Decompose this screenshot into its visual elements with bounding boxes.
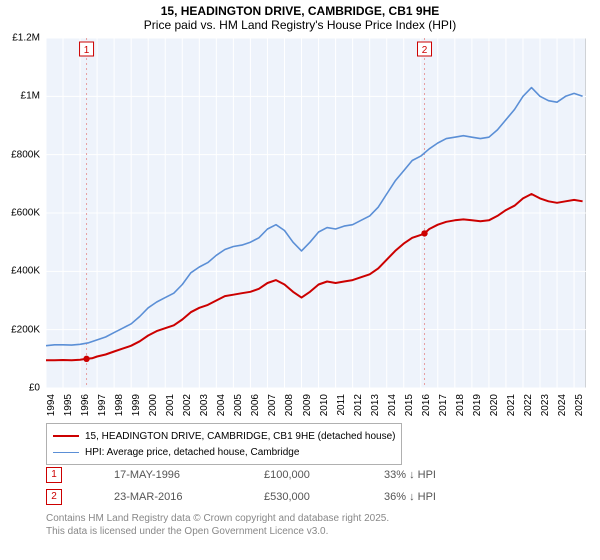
chart-title: 15, HEADINGTON DRIVE, CAMBRIDGE, CB1 9HE…: [0, 0, 600, 32]
y-tick-label: £200K: [11, 324, 40, 335]
marker-cell-badge: 2: [46, 489, 74, 505]
x-tick-label: 2008: [284, 394, 295, 416]
marker-badge-1: 1: [46, 467, 62, 483]
x-tick-label: 2007: [267, 394, 278, 416]
title-line-1: 15, HEADINGTON DRIVE, CAMBRIDGE, CB1 9HE: [0, 4, 600, 18]
x-tick-label: 2012: [353, 394, 364, 416]
x-tick-label: 2016: [421, 394, 432, 416]
y-tick-label: £800K: [11, 149, 40, 160]
x-tick-label: 2018: [455, 394, 466, 416]
x-tick-label: 2011: [336, 394, 347, 416]
x-tick-label: 2024: [557, 394, 568, 416]
x-tick-label: 2001: [165, 394, 176, 416]
y-tick-label: £600K: [11, 208, 40, 219]
marker-date-2: 23-MAR-2016: [114, 491, 224, 503]
legend-label-property: 15, HEADINGTON DRIVE, CAMBRIDGE, CB1 9HE…: [85, 431, 395, 442]
marker-pct-2: 36% ↓ HPI: [384, 491, 474, 503]
legend-box: 15, HEADINGTON DRIVE, CAMBRIDGE, CB1 9HE…: [46, 423, 402, 465]
x-tick-label: 1996: [80, 394, 91, 416]
x-tick-label: 1995: [63, 394, 74, 416]
marker-row-2: 2 23-MAR-2016 £530,000 36% ↓ HPI: [46, 486, 474, 508]
marker-pct-1: 33% ↓ HPI: [384, 469, 474, 481]
marker-badge-2: 2: [46, 489, 62, 505]
legend-item-property: 15, HEADINGTON DRIVE, CAMBRIDGE, CB1 9HE…: [53, 428, 395, 444]
x-tick-label: 2019: [472, 394, 483, 416]
y-tick-label: £400K: [11, 266, 40, 277]
x-tick-label: 2022: [523, 394, 534, 416]
y-tick-label: £1.2M: [12, 33, 40, 44]
x-tick-label: 2005: [233, 394, 244, 416]
marker-price-1: £100,000: [264, 469, 344, 481]
legend-swatch-hpi: [53, 452, 79, 453]
plot-area: 12: [46, 38, 586, 388]
x-tick-label: 2017: [438, 394, 449, 416]
legend-label-hpi: HPI: Average price, detached house, Camb…: [85, 447, 299, 458]
x-tick-label: 2006: [250, 394, 261, 416]
x-tick-label: 1999: [131, 394, 142, 416]
x-tick-label: 2000: [148, 394, 159, 416]
chart-container: 15, HEADINGTON DRIVE, CAMBRIDGE, CB1 9HE…: [0, 0, 600, 560]
x-tick-label: 2010: [319, 394, 330, 416]
x-tick-label: 2021: [506, 394, 517, 416]
x-tick-label: 1994: [46, 394, 57, 416]
marker-row-1: 1 17-MAY-1996 £100,000 33% ↓ HPI: [46, 464, 474, 486]
marker-cell-badge: 1: [46, 467, 74, 483]
x-tick-label: 2009: [302, 394, 313, 416]
footnote: Contains HM Land Registry data © Crown c…: [46, 512, 389, 538]
x-tick-label: 2014: [387, 394, 398, 416]
y-tick-label: £0: [29, 383, 40, 394]
x-tick-label: 2025: [574, 394, 585, 416]
sale-markers-table: 1 17-MAY-1996 £100,000 33% ↓ HPI 2 23-MA…: [46, 464, 474, 508]
footnote-line-2: This data is licensed under the Open Gov…: [46, 525, 389, 538]
title-line-2: Price paid vs. HM Land Registry's House …: [0, 18, 600, 32]
x-tick-label: 1997: [97, 394, 108, 416]
marker-price-2: £530,000: [264, 491, 344, 503]
marker-date-1: 17-MAY-1996: [114, 469, 224, 481]
x-tick-label: 2023: [540, 394, 551, 416]
footnote-line-1: Contains HM Land Registry data © Crown c…: [46, 512, 389, 525]
x-tick-label: 2020: [489, 394, 500, 416]
svg-text:1: 1: [84, 45, 90, 56]
legend-swatch-property: [53, 435, 79, 437]
x-axis: 1994 1995 1996 1997 1998 1999 2000 2001 2002 2003…: [46, 390, 586, 424]
x-tick-label: 2004: [216, 394, 227, 416]
y-axis: £0£200K£400K£600K£800K£1M£1.2M: [0, 38, 44, 388]
y-tick-label: £1M: [21, 91, 40, 102]
x-tick-label: 2013: [370, 394, 381, 416]
chart-svg: 12: [46, 38, 586, 388]
x-tick-label: 2015: [404, 394, 415, 416]
x-tick-label: 2002: [182, 394, 193, 416]
x-tick-label: 1998: [114, 394, 125, 416]
svg-text:2: 2: [422, 45, 428, 56]
legend-item-hpi: HPI: Average price, detached house, Camb…: [53, 444, 395, 460]
x-tick-label: 2003: [199, 394, 210, 416]
